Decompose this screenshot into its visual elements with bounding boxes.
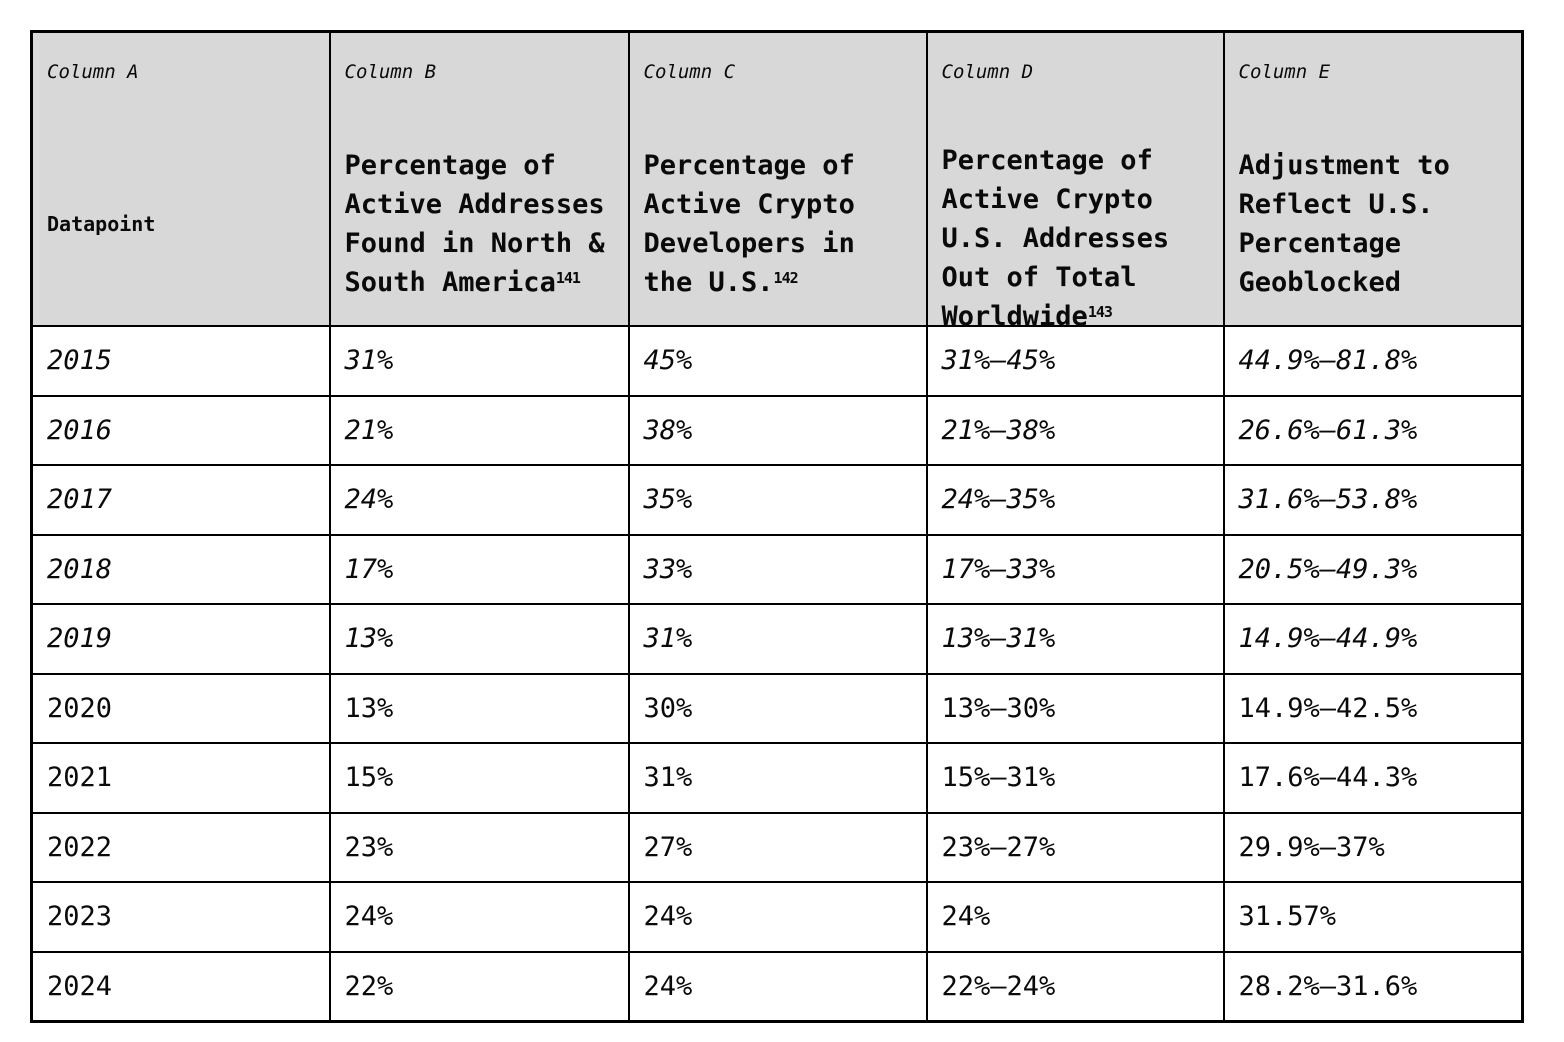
table-row: 2023 24% 24% 24% 31.57% [30,881,1524,953]
table-row: 2016 21% 38% 21%–38% 26.6%–61.3% [30,394,1524,466]
value-cell: 13% [328,603,630,675]
value-cell: 26.6%–61.3% [1222,394,1524,466]
column-b-title: Percentage of Active Addresses Found in … [344,150,605,298]
value-cell: 17% [328,533,630,605]
value-cell: 31% [627,742,928,814]
column-e-title: Adjustment to Reflect U.S. Percentage Ge… [1238,150,1450,298]
table-row: 2021 15% 31% 15%–31% 17.6%–44.3% [30,742,1524,814]
table-row: 2018 17% 33% 17%–33% 20.5%–49.3% [30,533,1524,605]
table-row: 2017 24% 35% 24%–35% 31.6%–53.8% [30,464,1524,536]
value-cell: 24% [328,881,630,953]
value-cell: 45% [627,325,928,397]
value-cell: 24% [627,881,928,953]
value-cell: 14.9%–44.9% [1222,603,1524,675]
header-row: Column A Datapoint Column B Percentage o… [30,30,1524,332]
header-cell-column-c: Column C Percentage of Active Crypto Dev… [627,30,928,327]
value-cell: 15% [328,742,630,814]
footnote-ref-141: 141 [555,268,581,287]
footnote-ref-143: 143 [1087,302,1113,321]
header-cell-column-e: Column E Adjustment to Reflect U.S. Perc… [1222,30,1524,327]
year-cell: 2018 [30,533,331,605]
footnote-ref-142: 142 [773,268,799,287]
value-cell: 21% [328,394,630,466]
column-a-label: Column A [47,61,139,83]
value-cell: 24% [925,881,1225,953]
value-cell: 28.2%–31.6% [1222,950,1524,1022]
column-a-title: Datapoint [47,212,156,236]
value-cell: 13% [328,672,630,744]
table-row: 2019 13% 31% 13%–31% 14.9%–44.9% [30,603,1524,675]
column-d-label: Column D [941,61,1034,83]
year-cell: 2016 [30,394,331,466]
year-cell: 2024 [30,950,331,1022]
value-cell: 21%–38% [925,394,1225,466]
value-cell: 29.9%–37% [1222,811,1524,883]
value-cell: 31% [328,325,630,397]
year-cell: 2023 [30,881,331,953]
table-header: Column A Datapoint Column B Percentage o… [30,30,1524,332]
value-cell: 33% [627,533,928,605]
value-cell: 31%–45% [925,325,1225,397]
table-row: 2015 31% 45% 31%–45% 44.9%–81.8% [30,325,1524,397]
value-cell: 17.6%–44.3% [1222,742,1524,814]
value-cell: 14.9%–42.5% [1222,672,1524,744]
header-cell-column-b: Column B Percentage of Active Addresses … [328,30,630,327]
value-cell: 22%–24% [925,950,1225,1022]
value-cell: 24%–35% [925,464,1225,536]
value-cell: 17%–33% [925,533,1225,605]
year-cell: 2019 [30,603,331,675]
value-cell: 31.57% [1222,881,1524,953]
value-cell: 30% [627,672,928,744]
value-cell: 44.9%–81.8% [1222,325,1524,397]
column-e-label: Column E [1238,61,1331,83]
year-cell: 2022 [30,811,331,883]
column-b-label: Column B [344,61,437,83]
value-cell: 38% [627,394,928,466]
year-cell: 2021 [30,742,331,814]
year-cell: 2017 [30,464,331,536]
value-cell: 23%–27% [925,811,1225,883]
column-c-label: Column C [643,61,736,83]
year-cell: 2015 [30,325,331,397]
column-d-title: Percentage of Active Crypto U.S. Address… [941,145,1170,332]
column-c-title: Percentage of Active Crypto Developers i… [643,150,855,298]
header-cell-column-a: Column A Datapoint [30,30,331,327]
crypto-us-percentage-table: Column A Datapoint Column B Percentage o… [30,30,1524,1023]
value-cell: 31% [627,603,928,675]
table-row: 2022 23% 27% 23%–27% 29.9%–37% [30,811,1524,883]
year-cell: 2020 [30,672,331,744]
value-cell: 24% [328,464,630,536]
value-cell: 24% [627,950,928,1022]
value-cell: 15%–31% [925,742,1225,814]
value-cell: 27% [627,811,928,883]
table-row: 2024 22% 24% 22%–24% 28.2%–31.6% [30,950,1524,1022]
value-cell: 22% [328,950,630,1022]
table-row: 2020 13% 30% 13%–30% 14.9%–42.5% [30,672,1524,744]
value-cell: 23% [328,811,630,883]
value-cell: 20.5%–49.3% [1222,533,1524,605]
value-cell: 13%–30% [925,672,1225,744]
value-cell: 35% [627,464,928,536]
value-cell: 13%–31% [925,603,1225,675]
table-body: 2015 31% 45% 31%–45% 44.9%–81.8% 2016 21… [30,325,1524,1022]
value-cell: 31.6%–53.8% [1222,464,1524,536]
header-cell-column-d: Column D Percentage of Active Crypto U.S… [925,30,1225,332]
